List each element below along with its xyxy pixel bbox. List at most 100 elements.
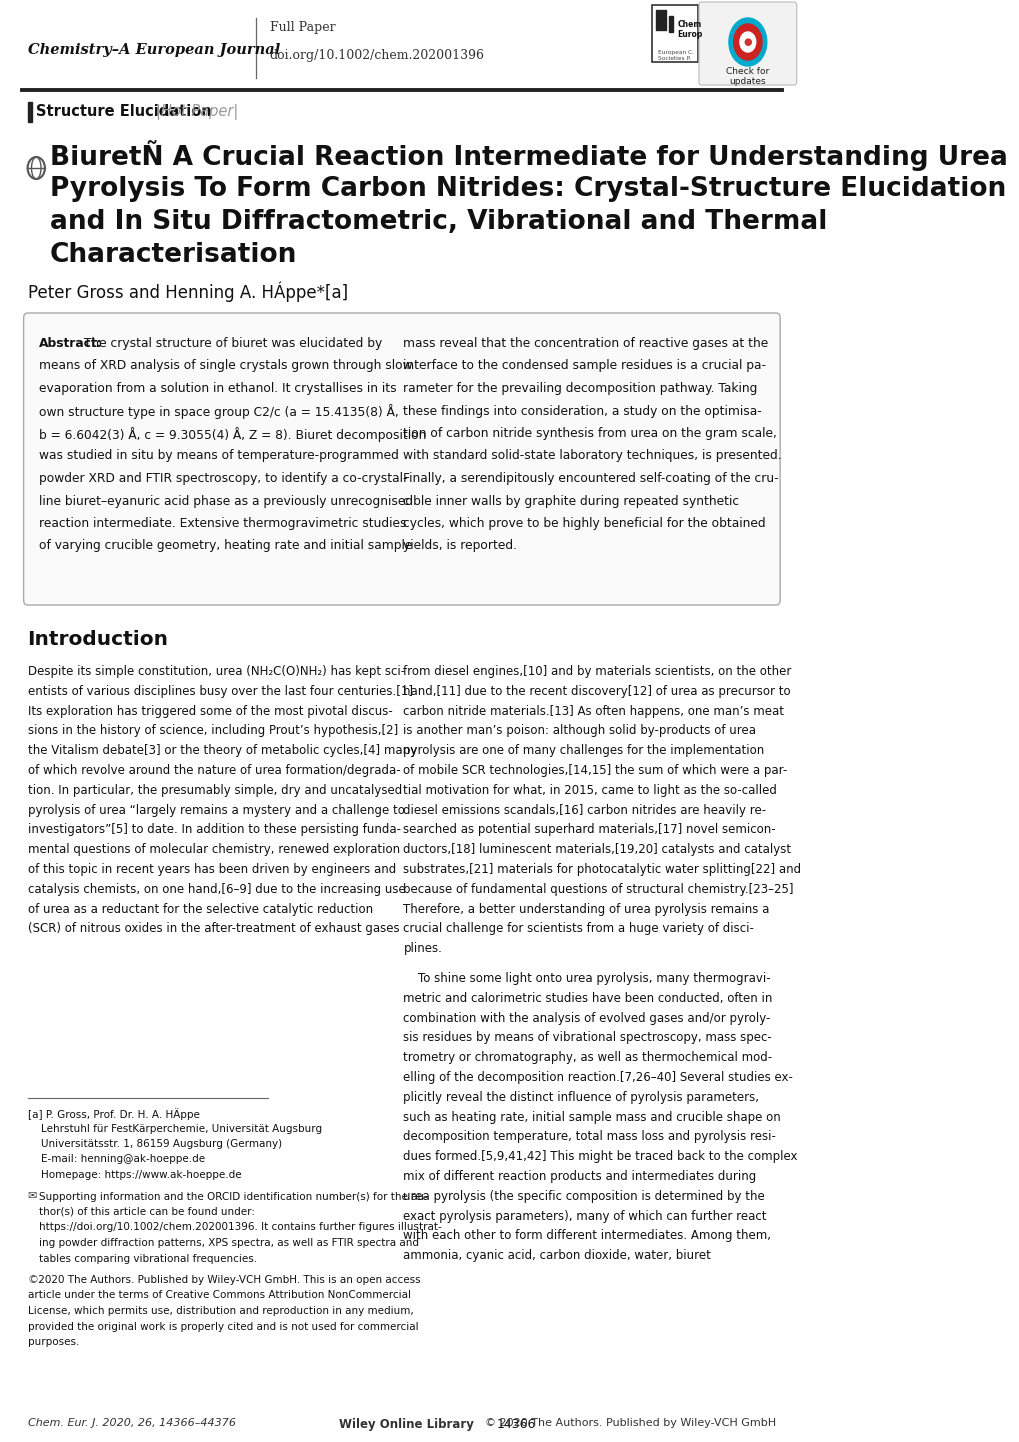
- Text: Universitätsstr. 1, 86159 Augsburg (Germany): Universitätsstr. 1, 86159 Augsburg (Germ…: [28, 1139, 281, 1149]
- Text: metric and calorimetric studies have been conducted, often in: metric and calorimetric studies have bee…: [404, 992, 772, 1005]
- Text: ing powder diffraction patterns, XPS spectra, as well as FTIR spectra and: ing powder diffraction patterns, XPS spe…: [39, 1239, 418, 1247]
- Text: investigators”[5] to date. In addition to these persisting funda-: investigators”[5] to date. In addition t…: [28, 823, 400, 836]
- Text: pyrolysis are one of many challenges for the implementation: pyrolysis are one of many challenges for…: [404, 744, 764, 757]
- Text: Introduction: Introduction: [28, 630, 168, 649]
- Text: Chem
Europ: Chem Europ: [677, 20, 702, 39]
- Text: updates: updates: [729, 78, 765, 87]
- Text: urea pyrolysis (the specific composition is determined by the: urea pyrolysis (the specific composition…: [404, 1190, 764, 1203]
- Text: substrates,[21] materials for photocatalytic water splitting[22] and: substrates,[21] materials for photocatal…: [404, 862, 801, 875]
- FancyBboxPatch shape: [23, 313, 780, 606]
- Text: decomposition temperature, total mass loss and pyrolysis resi-: decomposition temperature, total mass lo…: [404, 1131, 775, 1144]
- Text: dues formed.[5,9,41,42] This might be traced back to the complex: dues formed.[5,9,41,42] This might be tr…: [404, 1151, 797, 1164]
- Text: sions in the history of science, including Prout’s hypothesis,[2]: sions in the history of science, includi…: [28, 724, 397, 737]
- Text: evaporation from a solution in ethanol. It crystallises in its: evaporation from a solution in ethanol. …: [40, 382, 396, 395]
- Text: pyrolysis of urea “largely remains a mystery and a challenge to: pyrolysis of urea “largely remains a mys…: [28, 803, 405, 816]
- Text: thor(s) of this article can be found under:: thor(s) of this article can be found und…: [39, 1207, 255, 1217]
- Text: means of XRD analysis of single crystals grown through slow: means of XRD analysis of single crystals…: [40, 359, 413, 372]
- Text: line biuret–eyanuric acid phase as a previously unrecognised: line biuret–eyanuric acid phase as a pre…: [40, 495, 413, 508]
- Text: 2020 The Authors. Published by Wiley-VCH GmbH. This is an open access: 2020 The Authors. Published by Wiley-VCH…: [35, 1275, 420, 1285]
- Text: exact pyrolysis parameters), many of which can further react: exact pyrolysis parameters), many of whi…: [404, 1210, 766, 1223]
- Text: mass reveal that the concentration of reactive gases at the: mass reveal that the concentration of re…: [404, 337, 768, 350]
- Circle shape: [739, 32, 755, 52]
- Text: plicitly reveal the distinct influence of pyrolysis parameters,: plicitly reveal the distinct influence o…: [404, 1090, 759, 1103]
- Text: was studied in situ by means of temperature-programmed: was studied in situ by means of temperat…: [40, 450, 398, 463]
- Text: Structure Elucidation: Structure Elucidation: [37, 104, 212, 120]
- Text: Therefore, a better understanding of urea pyrolysis remains a: Therefore, a better understanding of ure…: [404, 903, 769, 916]
- Text: (SCR) of nitrous oxides in the after-treatment of exhaust gases: (SCR) of nitrous oxides in the after-tre…: [28, 923, 398, 936]
- Text: doi.org/10.1002/chem.202001396: doi.org/10.1002/chem.202001396: [269, 49, 484, 62]
- Text: tables comparing vibrational frequencies.: tables comparing vibrational frequencies…: [39, 1253, 257, 1263]
- Text: ©: ©: [28, 1275, 39, 1285]
- Text: mix of different reaction products and intermediates during: mix of different reaction products and i…: [404, 1169, 756, 1182]
- Bar: [28, 102, 32, 123]
- Text: interface to the condensed sample residues is a crucial pa-: interface to the condensed sample residu…: [404, 359, 765, 372]
- Text: entists of various disciplines busy over the last four centuries.[1]: entists of various disciplines busy over…: [28, 685, 412, 698]
- Text: plines.: plines.: [404, 942, 442, 955]
- Text: b = 6.6042(3) Å, c = 9.3055(4) Å, Z = 8). Biuret decomposition: b = 6.6042(3) Å, c = 9.3055(4) Å, Z = 8)…: [40, 427, 426, 441]
- Text: E-mail: henning@ak-hoeppe.de: E-mail: henning@ak-hoeppe.de: [28, 1155, 205, 1165]
- Text: tion of carbon nitride synthesis from urea on the gram scale,: tion of carbon nitride synthesis from ur…: [404, 427, 776, 440]
- Text: is another man’s poison: although solid by-products of urea: is another man’s poison: although solid …: [404, 724, 756, 737]
- Text: mental questions of molecular chemistry, renewed exploration: mental questions of molecular chemistry,…: [28, 844, 399, 857]
- Text: diesel emissions scandals,[16] carbon nitrides are heavily re-: diesel emissions scandals,[16] carbon ni…: [404, 803, 766, 816]
- Text: The crystal structure of biuret was elucidated by: The crystal structure of biuret was eluc…: [81, 337, 382, 350]
- Text: of this topic in recent years has been driven by engineers and: of this topic in recent years has been d…: [28, 862, 395, 875]
- Text: the Vitalism debate[3] or the theory of metabolic cycles,[4] many: the Vitalism debate[3] or the theory of …: [28, 744, 417, 757]
- Text: hand,[11] due to the recent discovery[12] of urea as precursor to: hand,[11] due to the recent discovery[12…: [404, 685, 791, 698]
- Text: Despite its simple constitution, urea (NH₂C(O)NH₂) has kept sci-: Despite its simple constitution, urea (N…: [28, 665, 405, 678]
- Text: searched as potential superhard materials,[17] novel semicon-: searched as potential superhard material…: [404, 823, 775, 836]
- Text: Supporting information and the ORCID identification number(s) for the au-: Supporting information and the ORCID ide…: [39, 1191, 427, 1201]
- FancyBboxPatch shape: [652, 4, 698, 62]
- Text: with standard solid-state laboratory techniques, is presented.: with standard solid-state laboratory tec…: [404, 450, 782, 463]
- Text: these findings into consideration, a study on the optimisa-: these findings into consideration, a stu…: [404, 405, 761, 418]
- Text: [a] P. Gross, Prof. Dr. H. A. HÄppe: [a] P. Gross, Prof. Dr. H. A. HÄppe: [28, 1107, 200, 1120]
- Text: because of fundamental questions of structural chemistry.[23–25]: because of fundamental questions of stru…: [404, 883, 793, 895]
- Text: Finally, a serendipitously encountered self-coating of the cru-: Finally, a serendipitously encountered s…: [404, 472, 779, 485]
- Text: License, which permits use, distribution and reproduction in any medium,: License, which permits use, distribution…: [28, 1306, 413, 1317]
- Circle shape: [733, 25, 761, 61]
- Text: cible inner walls by graphite during repeated synthetic: cible inner walls by graphite during rep…: [404, 495, 739, 508]
- Text: © 2020 The Authors. Published by Wiley-VCH GmbH: © 2020 The Authors. Published by Wiley-V…: [485, 1417, 775, 1428]
- Text: tion. In particular, the presumably simple, dry and uncatalysed: tion. In particular, the presumably simp…: [28, 784, 401, 797]
- Text: trometry or chromatography, as well as thermochemical mod-: trometry or chromatography, as well as t…: [404, 1051, 771, 1064]
- Text: |Hot Paper|: |Hot Paper|: [156, 104, 238, 120]
- Text: Check for: Check for: [726, 68, 768, 76]
- Bar: [656, 10, 665, 30]
- Text: provided the original work is properly cited and is not used for commercial: provided the original work is properly c…: [28, 1321, 418, 1331]
- Text: ●: ●: [743, 37, 751, 48]
- Text: cycles, which prove to be highly beneficial for the obtained: cycles, which prove to be highly benefic…: [404, 518, 765, 531]
- Text: from diesel engines,[10] and by materials scientists, on the other: from diesel engines,[10] and by material…: [404, 665, 791, 678]
- Text: crucial challenge for scientists from a huge variety of disci-: crucial challenge for scientists from a …: [404, 923, 754, 936]
- Text: rameter for the prevailing decomposition pathway. Taking: rameter for the prevailing decomposition…: [404, 382, 757, 395]
- Text: with each other to form different intermediates. Among them,: with each other to form different interm…: [404, 1230, 770, 1243]
- Text: Pyrolysis To Form Carbon Nitrides: Crystal-Structure Elucidation: Pyrolysis To Form Carbon Nitrides: Cryst…: [50, 176, 1005, 202]
- Text: ✉: ✉: [28, 1191, 37, 1201]
- Text: and In Situ Diffractometric, Vibrational and Thermal: and In Situ Diffractometric, Vibrational…: [50, 209, 826, 235]
- Text: ductors,[18] luminescent materials,[19,20] catalysts and catalyst: ductors,[18] luminescent materials,[19,2…: [404, 844, 791, 857]
- Text: yields, is reported.: yields, is reported.: [404, 539, 517, 552]
- Text: tial motivation for what, in 2015, came to light as the so-called: tial motivation for what, in 2015, came …: [404, 784, 776, 797]
- Text: of which revolve around the nature of urea formation/degrada-: of which revolve around the nature of ur…: [28, 764, 399, 777]
- Text: powder XRD and FTIR spectroscopy, to identify a co-crystal-: powder XRD and FTIR spectroscopy, to ide…: [40, 472, 408, 485]
- Circle shape: [729, 17, 766, 66]
- Text: sis residues by means of vibrational spectroscopy, mass spec-: sis residues by means of vibrational spe…: [404, 1031, 771, 1044]
- Text: Full Paper: Full Paper: [269, 22, 335, 35]
- Bar: [668, 16, 673, 32]
- Text: 14366: 14366: [496, 1417, 535, 1430]
- Text: Chemistry–A European Journal: Chemistry–A European Journal: [28, 43, 279, 58]
- Text: Peter Gross and Henning A. HÁppe*[a]: Peter Gross and Henning A. HÁppe*[a]: [28, 281, 347, 303]
- Text: Wiley Online Library: Wiley Online Library: [338, 1417, 473, 1430]
- Text: purposes.: purposes.: [28, 1337, 78, 1347]
- Text: reaction intermediate. Extensive thermogravimetric studies: reaction intermediate. Extensive thermog…: [40, 518, 407, 531]
- Text: Homepage: https://www.ak-hoeppe.de: Homepage: https://www.ak-hoeppe.de: [28, 1169, 240, 1180]
- FancyBboxPatch shape: [698, 1, 796, 85]
- Text: Its exploration has triggered some of the most pivotal discus-: Its exploration has triggered some of th…: [28, 705, 392, 718]
- Text: of urea as a reductant for the selective catalytic reduction: of urea as a reductant for the selective…: [28, 903, 372, 916]
- Text: own structure type in space group C2/c (a = 15.4135(8) Å,: own structure type in space group C2/c (…: [40, 405, 398, 420]
- Text: carbon nitride materials.[13] As often happens, one man’s meat: carbon nitride materials.[13] As often h…: [404, 705, 784, 718]
- Text: of mobile SCR technologies,[14,15] the sum of which were a par-: of mobile SCR technologies,[14,15] the s…: [404, 764, 787, 777]
- Text: Characterisation: Characterisation: [50, 242, 297, 268]
- Text: https://doi.org/10.1002/chem.202001396. It contains further figures illustrat-: https://doi.org/10.1002/chem.202001396. …: [39, 1223, 441, 1233]
- Text: article under the terms of Creative Commons Attribution NonCommercial: article under the terms of Creative Comm…: [28, 1291, 411, 1301]
- Text: Lehrstuhl für FestKärperchemie, Universität Augsburg: Lehrstuhl für FestKärperchemie, Universi…: [28, 1123, 321, 1133]
